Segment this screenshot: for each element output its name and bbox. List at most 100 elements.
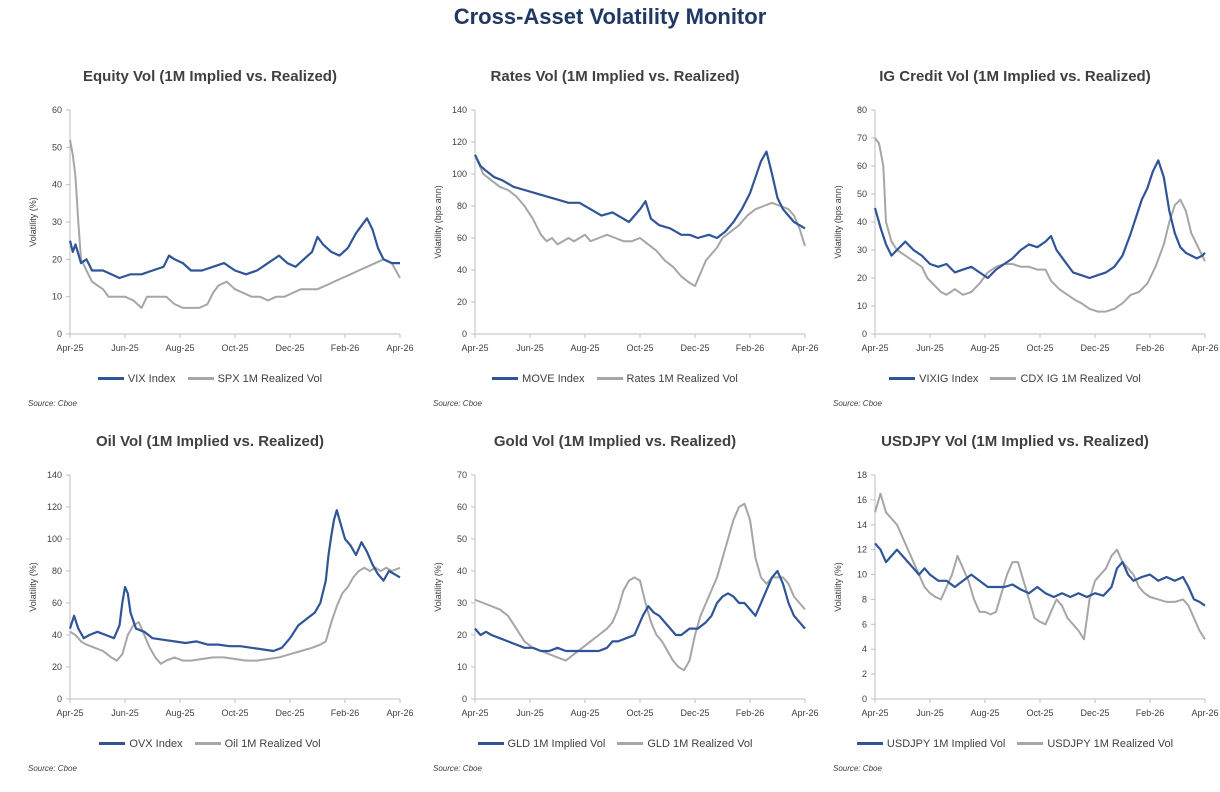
- y-tick-label: 50: [457, 534, 467, 544]
- series-line-realized: [474, 154, 806, 287]
- legend-label: Oil 1M Realized Vol: [224, 737, 321, 750]
- chart-title: Oil Vol (1M Implied vs. Realized): [95, 433, 325, 450]
- y-tick-label: 6: [862, 619, 867, 629]
- y-tick-label: 12: [857, 545, 867, 555]
- legend-swatch: [1017, 742, 1044, 745]
- y-tick-label: 30: [457, 598, 467, 608]
- x-tick-label: Apr-26: [386, 708, 413, 718]
- y-tick-label: 40: [457, 265, 467, 275]
- legend-item: VIX Index: [97, 372, 176, 385]
- x-tick-label: Oct-25: [1026, 343, 1053, 353]
- legend-swatch: [596, 377, 623, 380]
- legend-label: VIX Index: [127, 372, 176, 385]
- chart-source: Source: Cboe: [433, 399, 482, 408]
- series-line-realized: [874, 137, 1206, 313]
- chart-panel-gold: Gold Vol (1M Implied vs. Realized) 0 10 20 3…: [415, 427, 819, 792]
- chart-svg: 0 10 20 30 40 50 60 Apr-25 Jun-25 Aug-25 Oct-25 Dec…: [28, 105, 414, 353]
- chart-source: Source: Cboe: [28, 399, 77, 408]
- chart-panel-ig-credit: IG Credit Vol (1M Implied vs. Realized) 0…: [815, 62, 1219, 427]
- y-tick-label: 60: [52, 598, 62, 608]
- chart-source: Source: Cboe: [833, 399, 882, 408]
- y-tick-label: 0: [57, 329, 62, 339]
- y-tick-label: 40: [52, 180, 62, 190]
- y-tick-label: 16: [857, 495, 867, 505]
- x-tick-label: Aug-25: [165, 708, 194, 718]
- x-tick-label: Jun-25: [916, 343, 944, 353]
- legend-item: GLD 1M Implied Vol: [477, 738, 605, 750]
- y-tick-label: 70: [857, 133, 867, 143]
- chart-svg: 0 20 40 60 80 100 120 140 Apr-25 Jun-25 Aug-25 Oct-…: [433, 105, 819, 353]
- y-tick-label: 50: [857, 189, 867, 199]
- x-tick-label: Jun-25: [916, 708, 944, 718]
- x-tick-label: Feb-26: [736, 343, 765, 353]
- chart-source: Source: Cboe: [433, 764, 482, 773]
- y-tick-label: 0: [57, 694, 62, 704]
- x-tick-label: Oct-25: [1026, 708, 1053, 718]
- legend-label: MOVE Index: [522, 372, 585, 385]
- y-tick-label: 40: [457, 566, 467, 576]
- y-axis-label: Volatility (bps ann): [433, 185, 443, 259]
- x-tick-label: Dec-25: [1080, 343, 1109, 353]
- x-tick-label: Apr-26: [791, 708, 818, 718]
- y-tick-label: 40: [52, 630, 62, 640]
- y-tick-label: 60: [857, 161, 867, 171]
- x-tick-label: Jun-25: [516, 708, 544, 718]
- y-tick-label: 4: [862, 644, 867, 654]
- chart-legend: VIXIG Index CDX IG 1M Realized Vol: [815, 371, 1215, 385]
- y-tick-label: 10: [52, 292, 62, 302]
- legend-swatch: [990, 377, 1017, 380]
- series-line-implied: [68, 509, 401, 653]
- chart-legend: VIX Index SPX 1M Realized Vol: [10, 371, 410, 385]
- series-line-realized: [69, 566, 401, 665]
- legend-item: GLD 1M Realized Vol: [617, 738, 753, 750]
- y-tick-label: 100: [452, 169, 467, 179]
- x-tick-label: Dec-25: [275, 708, 304, 718]
- x-tick-label: Dec-25: [1080, 708, 1109, 718]
- y-tick-label: 60: [457, 233, 467, 243]
- x-tick-label: Aug-25: [970, 343, 999, 353]
- y-axis-label: Volatility (%): [28, 562, 38, 612]
- y-axis-label: Volatility (%): [833, 562, 843, 612]
- legend-item: Oil 1M Realized Vol: [194, 737, 321, 750]
- x-tick-label: Apr-25: [56, 343, 83, 353]
- y-tick-label: 140: [47, 470, 62, 480]
- chart-title: IG Credit Vol (1M Implied vs. Realized): [879, 68, 1151, 85]
- chart-legend: USDJPY 1M Implied Vol USDJPY 1M Realized …: [815, 736, 1215, 750]
- chart-title: USDJPY Vol (1M Implied vs. Realized): [881, 433, 1149, 450]
- legend-swatch: [856, 742, 883, 745]
- legend-label: USDJPY 1M Realized Vol: [1047, 737, 1174, 750]
- series-line-realized: [874, 492, 1206, 641]
- x-tick-label: Aug-25: [570, 708, 599, 718]
- y-tick-label: 20: [52, 254, 62, 264]
- legend-item: Rates 1M Realized Vol: [596, 373, 738, 385]
- y-tick-label: 8: [862, 594, 867, 604]
- chart-panel-equity: Equity Vol (1M Implied vs. Realized) 0 10 2…: [10, 62, 414, 427]
- y-axis-label: Volatility (bps ann): [833, 185, 843, 259]
- y-tick-label: 120: [452, 137, 467, 147]
- chart-title: Equity Vol (1M Implied vs. Realized): [83, 68, 337, 85]
- x-tick-label: Dec-25: [680, 343, 709, 353]
- legend-swatch: [194, 742, 221, 745]
- x-tick-label: Apr-25: [461, 708, 488, 718]
- y-tick-label: 0: [462, 329, 467, 339]
- chart-panel-rates: Rates Vol (1M Implied vs. Realized) 0 20 40…: [415, 62, 819, 427]
- y-tick-label: 40: [857, 217, 867, 227]
- x-tick-label: Aug-25: [970, 708, 999, 718]
- chart-source: Source: Cboe: [833, 764, 882, 773]
- page-title: Cross-Asset Volatility Monitor: [453, 4, 767, 29]
- y-tick-label: 0: [462, 694, 467, 704]
- legend-item: USDJPY 1M Realized Vol: [1017, 738, 1173, 750]
- x-tick-label: Apr-25: [56, 708, 83, 718]
- chart-legend: OVX Index Oil 1M Realized Vol: [10, 736, 410, 750]
- legend-item: SPX 1M Realized Vol: [187, 373, 322, 385]
- x-tick-label: Feb-26: [331, 708, 360, 718]
- y-tick-label: 0: [862, 694, 867, 704]
- legend-label: VIXIG Index: [919, 372, 979, 385]
- x-tick-label: Oct-25: [626, 343, 653, 353]
- series-line-realized: [69, 139, 401, 309]
- y-axis-label: Volatility (%): [433, 562, 443, 612]
- x-tick-label: Jun-25: [111, 708, 139, 718]
- x-tick-label: Oct-25: [221, 343, 248, 353]
- y-tick-label: 20: [457, 297, 467, 307]
- chart-svg: 0 10 20 30 40 50 60 70 80 Apr-25 Jun-25 Aug-25 Oct-2…: [833, 105, 1219, 353]
